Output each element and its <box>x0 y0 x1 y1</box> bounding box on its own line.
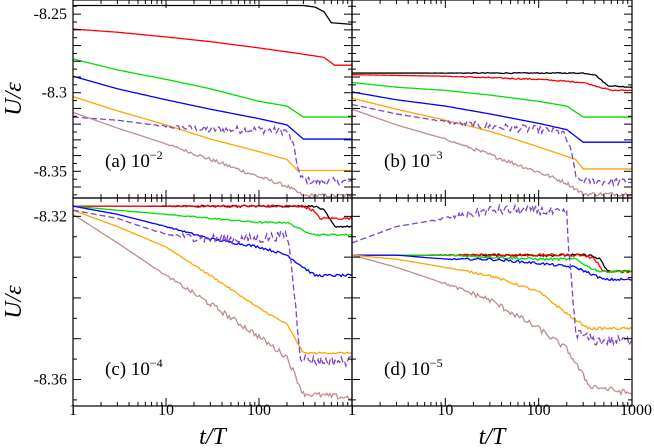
x-tick-label: 100 <box>247 402 271 419</box>
series-line-3 <box>352 81 632 118</box>
series-line-7 <box>352 254 632 397</box>
series-group <box>73 4 352 198</box>
panel-frame <box>351 197 633 407</box>
y-axis-title: U/ε <box>1 82 27 116</box>
panel-d: 1 10 100 1000 (d) 10−5 t/T <box>348 197 652 448</box>
series-line-4 <box>352 254 632 282</box>
panel-a: -8.25 -8.3 -8.35 (a) 10−2 U/ε <box>1 0 353 199</box>
x-tick-label: 1000 <box>620 402 652 419</box>
y-tick-label: -8.3 <box>42 85 67 102</box>
series-line-1 <box>352 253 632 274</box>
series-line-6 <box>73 116 352 187</box>
series-line-4 <box>73 205 352 278</box>
x-tick-label: 100 <box>527 402 551 419</box>
series-line-4 <box>73 75 352 140</box>
series-line-2 <box>352 252 632 274</box>
panel-label: (b) 10−3 <box>384 148 443 172</box>
panel-label: (d) 10−5 <box>384 356 443 380</box>
x-axis-title: t/T <box>479 424 507 448</box>
series-line-1 <box>352 71 632 88</box>
panel-c: -8.32-8.361 10 100 1(c) 10−4U/εt/T <box>1 197 356 448</box>
series-line-5 <box>352 254 632 331</box>
x-tick-label: 1 <box>69 402 77 419</box>
series-line-3 <box>73 205 352 237</box>
series-line-5 <box>73 96 352 172</box>
series-line-1 <box>73 4 352 26</box>
x-tick-label: 1 <box>348 402 356 419</box>
x-axis-title: t/T <box>199 424 227 448</box>
series-line-5 <box>73 209 352 355</box>
y-tick-label: -8.36 <box>34 371 67 388</box>
x-tick-label: 10 <box>437 402 453 419</box>
series-line-2 <box>73 28 352 66</box>
series-line-3 <box>73 58 352 118</box>
series-line-6 <box>352 203 632 347</box>
series-group <box>73 204 352 401</box>
series-line-4 <box>352 91 632 143</box>
y-tick-label: -8.25 <box>34 6 67 23</box>
series-line-2 <box>352 73 632 92</box>
y-tick-label: -8.32 <box>34 208 67 225</box>
series-group <box>352 203 632 397</box>
x-tick-label: 10 <box>158 402 174 419</box>
series-line-7 <box>73 111 352 198</box>
series-line-6 <box>352 103 632 188</box>
y-axis-title: U/ε <box>1 285 27 319</box>
series-line-6 <box>73 209 352 369</box>
panel-label: (c) 10−4 <box>105 356 163 380</box>
y-tick-label: -8.35 <box>34 163 67 180</box>
series-line-1 <box>73 204 352 229</box>
series-line-7 <box>352 108 632 197</box>
series-line-2 <box>73 204 352 221</box>
series-line-7 <box>73 213 352 401</box>
x-tick-label: 1 <box>348 402 356 419</box>
panel-label: (a) 10−2 <box>105 148 163 172</box>
series-group <box>352 71 632 197</box>
panel-b: (b) 10−3 <box>351 0 633 199</box>
series-line-5 <box>352 97 632 170</box>
